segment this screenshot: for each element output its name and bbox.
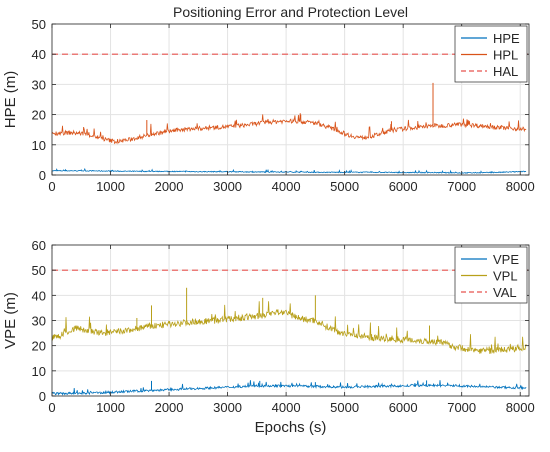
y-axis-label: VPE (m) [2, 292, 19, 349]
x-tick-label: 5000 [330, 179, 359, 194]
x-tick-label: 4000 [272, 400, 301, 415]
bottom-chart-vpe: 0 1000 2000 3000 4000 5000 6000 7000 8000 0 10 20 30… [2, 238, 535, 436]
y-tick-label: 30 [32, 77, 46, 92]
y-tick-label: 40 [32, 288, 46, 303]
y-tick-label: 20 [32, 108, 46, 123]
y-tick-label: 40 [32, 47, 46, 62]
series-vpe-line [52, 380, 527, 396]
series-group [52, 53, 529, 174]
chart-title: Positioning Error and Protection Level [173, 4, 408, 20]
x-tick-label: 3000 [213, 179, 242, 194]
y-tick-label: 0 [39, 389, 46, 404]
y-tick-label: 50 [32, 263, 46, 278]
legend-label-hal: HAL [493, 64, 518, 79]
y-axis-label: HPE (m) [2, 71, 19, 129]
legend-label-hpe: HPE [493, 31, 520, 46]
plot-area [52, 24, 529, 175]
y-tick-label: 20 [32, 339, 46, 354]
x-tick-label: 5000 [330, 400, 359, 415]
x-tick-label: 7000 [447, 400, 476, 415]
x-tick-label: 0 [48, 400, 55, 415]
series-hpl-line [52, 113, 527, 145]
axes-frame [51, 23, 530, 176]
x-tick-label: 1000 [96, 179, 125, 194]
x-axis-label: Epochs (s) [255, 419, 327, 436]
legend-label-hpl: HPL [493, 48, 518, 63]
series-vpl-line [52, 301, 527, 354]
x-tick-label: 1000 [96, 400, 125, 415]
y-tick-label: 50 [32, 17, 46, 32]
legend-label-vpe: VPE [493, 252, 519, 267]
top-chart-hpe: 0 1000 2000 3000 4000 5000 6000 7000 8000 0 10 20 30… [2, 4, 535, 194]
legend-label-val: VAL [493, 285, 517, 300]
x-tick-label: 8000 [506, 400, 535, 415]
x-tick-label: 2000 [155, 179, 184, 194]
y-tick-label: 0 [39, 168, 46, 183]
y-tick-label: 10 [32, 138, 46, 153]
y-tick-label: 60 [32, 238, 46, 253]
x-tick-label: 6000 [389, 179, 418, 194]
series-group [52, 269, 529, 396]
y-tick-label: 10 [32, 364, 46, 379]
x-tick-label: 2000 [155, 400, 184, 415]
x-tick-label: 4000 [272, 179, 301, 194]
x-tick-label: 8000 [506, 179, 535, 194]
x-tick-label: 3000 [213, 400, 242, 415]
x-tick-label: 6000 [389, 400, 418, 415]
series-hpe-line [52, 167, 527, 174]
x-tick-label: 7000 [447, 179, 476, 194]
x-tick-label: 0 [48, 179, 55, 194]
y-tick-label: 30 [32, 314, 46, 329]
legend-label-vpl: VPL [493, 269, 518, 284]
